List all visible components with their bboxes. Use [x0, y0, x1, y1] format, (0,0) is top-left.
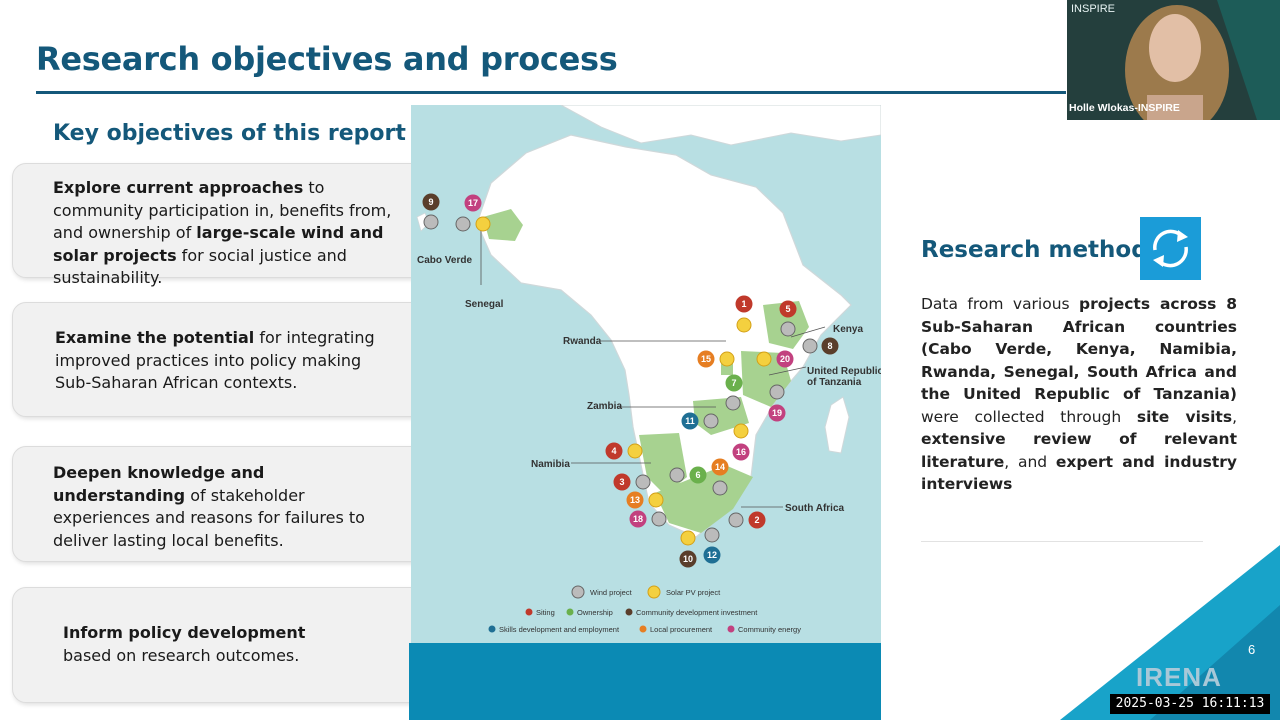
- svg-text:4: 4: [611, 446, 616, 456]
- svg-text:6: 6: [695, 470, 700, 480]
- title-divider: [36, 91, 1066, 94]
- webcam-brand: INSPIRE: [1071, 3, 1116, 15]
- objective-text-4: Inform policy development based on resea…: [63, 623, 306, 665]
- objective-text-3: Deepen knowledge and understanding of st…: [53, 463, 365, 550]
- objective-card-3: Deepen knowledge and understanding of st…: [12, 446, 417, 562]
- label-tanzania-1: United Republic: [807, 366, 881, 377]
- label-rwanda: Rwanda: [563, 336, 602, 347]
- irena-logo: IRENA: [1136, 662, 1222, 692]
- svg-text:18: 18: [633, 514, 643, 524]
- svg-text:3: 3: [619, 477, 624, 487]
- legend-wind: Wind project: [590, 588, 633, 597]
- svg-text:10: 10: [683, 554, 693, 564]
- objective-text-2: Examine the potential for integrating im…: [55, 328, 375, 392]
- legend-community-energy: Community energy: [738, 625, 801, 634]
- project-markers: 9 17 1 5 8 15 20 7 19 11 16 4 14: [422, 193, 839, 568]
- methods-divider: [921, 541, 1203, 542]
- slide-title: Research objectives and process: [36, 40, 618, 78]
- corner-decoration: [1060, 545, 1280, 720]
- svg-text:15: 15: [701, 354, 711, 364]
- label-kenya: Kenya: [833, 324, 863, 335]
- svg-text:5: 5: [785, 304, 790, 314]
- svg-text:19: 19: [772, 408, 782, 418]
- svg-text:1: 1: [741, 299, 746, 309]
- svg-text:14: 14: [715, 462, 725, 472]
- svg-text:13: 13: [630, 495, 640, 505]
- objective-card-1: Explore current approaches to community …: [12, 163, 417, 287]
- label-senegal: Senegal: [465, 299, 504, 310]
- refresh-cycle-icon: [1140, 217, 1201, 280]
- objectives-heading: Key objectives of this report: [53, 121, 406, 146]
- map-footer-bar: [409, 643, 881, 720]
- svg-text:11: 11: [685, 416, 695, 426]
- svg-text:20: 20: [780, 354, 790, 364]
- svg-text:7: 7: [731, 378, 736, 388]
- legend-ownership: Ownership: [577, 608, 613, 617]
- label-zambia: Zambia: [587, 401, 622, 412]
- legend-procurement: Local procurement: [650, 625, 713, 634]
- svg-text:2: 2: [754, 515, 759, 525]
- svg-text:9: 9: [428, 197, 433, 207]
- page-number: 6: [1248, 642, 1256, 657]
- recording-timestamp: 2025-03-25 16:11:13: [1110, 694, 1270, 714]
- methods-heading: Research methods: [921, 237, 1162, 263]
- legend-solar: Solar PV project: [666, 588, 721, 597]
- svg-text:12: 12: [707, 550, 717, 560]
- participant-name: Holle Wlokas-INSPIRE: [1069, 102, 1180, 114]
- legend-community-dev: Community development investment: [636, 608, 758, 617]
- methods-description: Data from various projects across 8 Sub-…: [921, 295, 1237, 493]
- legend-skills: Skills development and employment: [499, 625, 620, 634]
- objective-text-1: Explore current approaches to community …: [53, 178, 392, 287]
- label-namibia: Namibia: [531, 459, 570, 470]
- legend-siting: Siting: [536, 608, 555, 617]
- svg-text:8: 8: [827, 341, 832, 351]
- objective-card-2: Examine the potential for integrating im…: [12, 302, 417, 417]
- label-tanzania-2: of Tanzania: [807, 377, 862, 388]
- africa-project-map: Cabo Verde Senegal Rwanda Kenya United R…: [411, 105, 881, 645]
- label-cabo-verde: Cabo Verde: [417, 255, 472, 266]
- label-south-africa: South Africa: [785, 503, 845, 514]
- svg-text:17: 17: [468, 198, 478, 208]
- svg-text:16: 16: [736, 447, 746, 457]
- objective-card-4: Inform policy development based on resea…: [12, 587, 417, 703]
- webcam-video[interactable]: [1067, 0, 1280, 120]
